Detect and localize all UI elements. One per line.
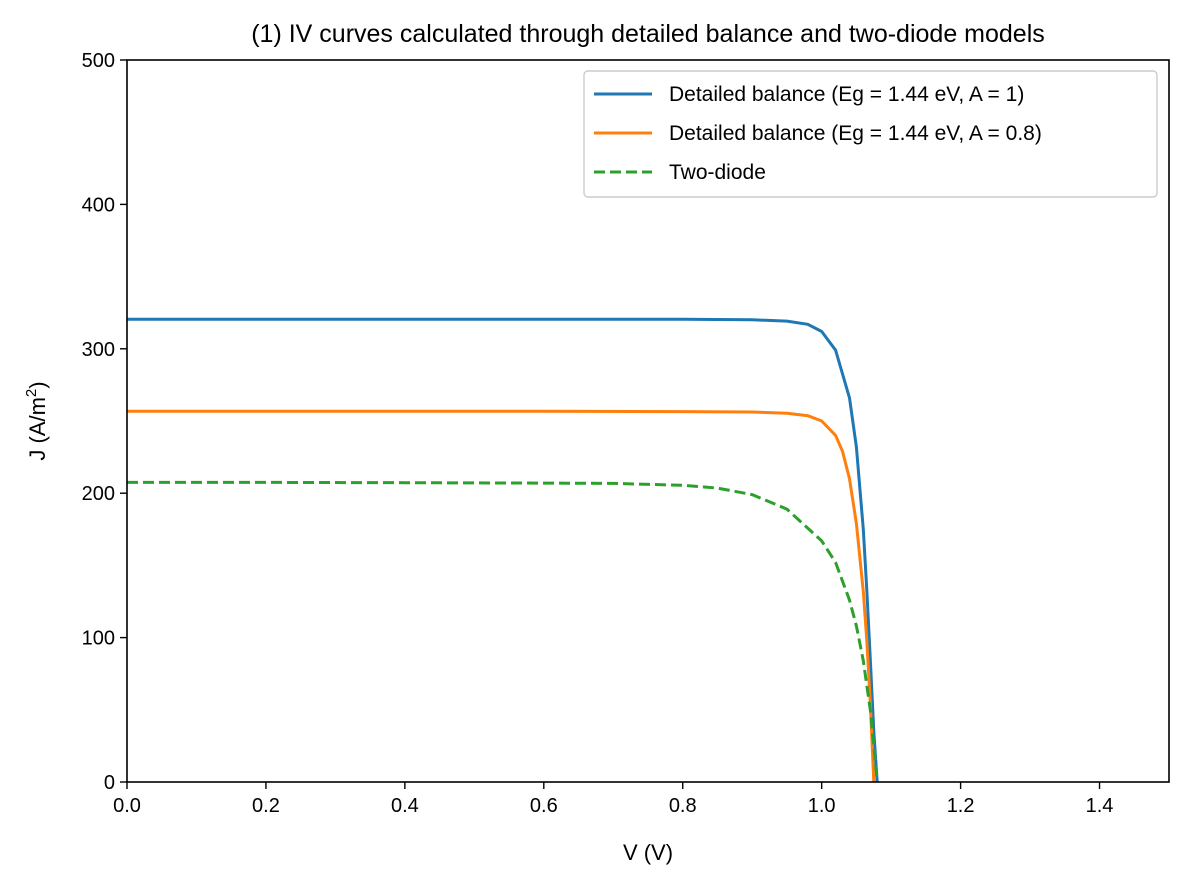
x-tick-label: 0.6 <box>530 795 558 817</box>
x-axis-label: V (V) <box>623 840 673 865</box>
legend-label-3: Two-diode <box>669 161 766 184</box>
x-tick-label: 0.4 <box>391 795 419 817</box>
x-tick-label: 1.0 <box>808 795 836 817</box>
y-tick-label: 300 <box>82 339 115 361</box>
series-line-2 <box>127 409 876 783</box>
x-tick-label: 0.2 <box>252 795 280 817</box>
legend: Detailed balance (Eg = 1.44 eV, A = 1) De… <box>583 70 1158 198</box>
axes-frame <box>126 59 1170 783</box>
legend-entries: Detailed balance (Eg = 1.44 eV, A = 1) De… <box>594 83 1042 184</box>
x-axis-ticks: 0.0 0.2 0.4 0.6 0.8 1.0 1.2 1.4 <box>113 782 1113 817</box>
y-tick-label: 100 <box>82 628 115 650</box>
chart-title: (1) IV curves calculated through detaile… <box>251 20 1045 48</box>
y-axis-label: J (A/m2) <box>23 381 50 460</box>
x-tick-label: 0.8 <box>669 795 697 817</box>
x-tick-label: 1.4 <box>1086 795 1114 817</box>
y-tick-label: 200 <box>82 483 115 505</box>
y-tick-label: 0 <box>104 772 115 794</box>
y-axis-label-superscript: 2 <box>23 389 40 397</box>
y-tick-label: 400 <box>82 194 115 216</box>
y-axis-ticks: 0 100 200 300 400 500 <box>82 50 127 794</box>
y-axis-label-close: ) <box>25 381 50 388</box>
y-axis-label-main: J (A/m <box>25 397 50 461</box>
y-tick-label: 500 <box>82 50 115 72</box>
series-line-1 <box>127 317 879 783</box>
legend-label-2: Detailed balance (Eg = 1.44 eV, A = 0.8) <box>669 122 1042 145</box>
legend-box <box>583 70 1158 198</box>
x-tick-label: 0.0 <box>113 795 141 817</box>
legend-label-1: Detailed balance (Eg = 1.44 eV, A = 1) <box>669 83 1024 106</box>
series-line-3 <box>127 480 879 783</box>
plot-series-group <box>127 317 879 783</box>
x-tick-label: 1.2 <box>947 795 975 817</box>
